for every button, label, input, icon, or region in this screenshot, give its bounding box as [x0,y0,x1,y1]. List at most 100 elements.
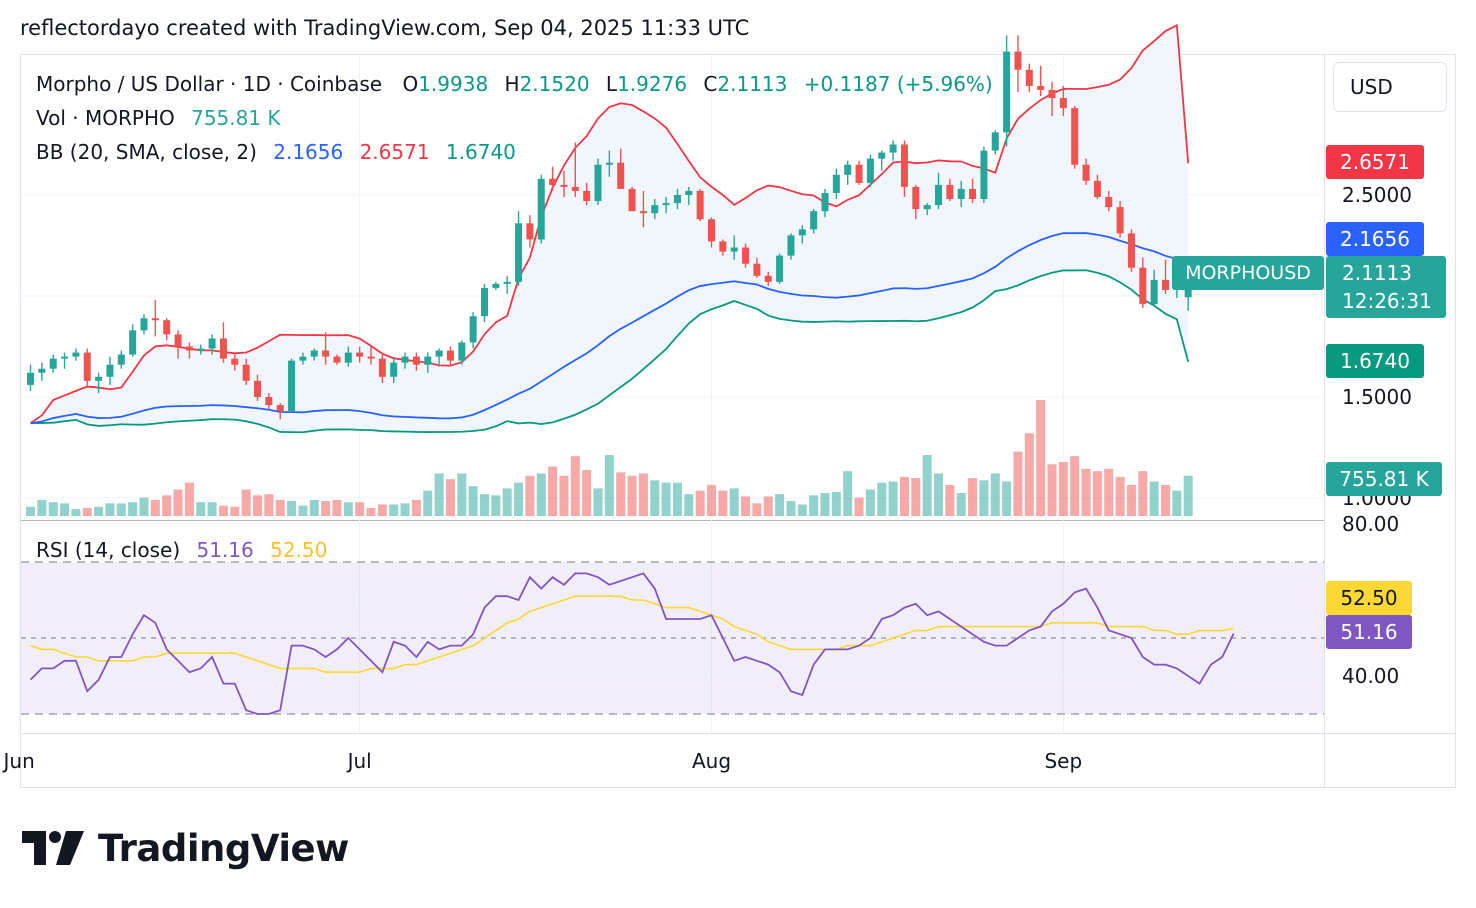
candle [742,243,750,268]
candle-body [322,350,330,357]
candle-body [231,358,239,365]
candle-body [957,188,965,200]
candle [117,350,125,369]
legend-symbol: Morpho / US Dollar · 1D · Coinbase [36,72,383,96]
bb-basis-price-text: 2.1656 [1340,227,1410,251]
legend-close: 2.1113 [717,72,788,96]
symbol-tag: MORPHOUSD [1172,256,1324,290]
candle [798,225,806,244]
candle-body [367,356,375,359]
candle-body [469,316,477,343]
candle-body [1116,207,1124,234]
candle [367,346,375,365]
volume-bar [604,455,614,516]
candle [27,364,34,391]
volume-bar [514,482,524,516]
volume-bar [1058,461,1068,516]
candle-body [197,348,205,351]
candle [1071,106,1079,169]
legend-vol-value: 755.81 K [191,106,281,130]
candle-body [923,205,931,210]
chart-header: reflectordayo created with TradingView.c… [20,16,750,40]
candle [900,140,908,198]
volume-bar [945,484,955,516]
candle [617,148,625,189]
candle [49,354,57,373]
candle [980,146,988,204]
candle-body [1025,69,1033,86]
candle [628,186,636,212]
candle [344,346,352,367]
candle [1116,201,1124,238]
volume-bar [1183,475,1193,516]
candle [1003,35,1011,147]
volume-bar [1070,456,1080,516]
candle-body [356,352,364,357]
candle [526,215,534,248]
legend-open: 1.9938 [418,72,489,96]
volume-bar [820,493,830,516]
volume-price-label: 755.81 K [1326,462,1442,496]
volume-bar [684,494,694,516]
candle-body [810,211,818,230]
candle-body [832,174,840,193]
candle [821,188,829,218]
volume-bar [502,488,512,516]
volume-bar [218,505,228,516]
volume-bar [559,475,569,516]
candle [764,271,772,286]
candle [61,352,69,369]
candle [776,253,784,284]
volume-bar [355,502,365,516]
currency-button[interactable]: USD [1333,62,1447,112]
candle-body [492,283,500,288]
candle [446,346,454,367]
candle [639,190,647,228]
volume-bar [287,501,297,516]
candle-body [708,219,715,242]
candle-body [855,164,863,183]
candle [72,348,80,361]
legend-bb-lower: 1.6740 [445,140,516,164]
volume-bar [1115,476,1125,516]
candle [946,178,954,202]
volume-bar [718,490,728,516]
candle [787,233,795,260]
volume-bar [638,473,648,516]
candle-body [1127,233,1135,268]
chart-frame[interactable] [20,54,1456,788]
candle [605,150,613,177]
candle [412,352,420,371]
price-axis-tick: 1.5000 [1342,385,1412,409]
candle-body [605,162,613,165]
candle-body [549,178,557,185]
volume-bar [1161,484,1170,516]
candle [889,140,897,161]
volume-bar [253,495,262,516]
volume-bar [877,482,887,516]
legend-rsi: RSI (14, close) 51.16 52.50 [36,538,327,562]
volume-bar [1036,399,1046,516]
rsi-line [29,572,1235,715]
candle-body [481,287,488,317]
bb-upper-price-text: 2.6571 [1340,150,1410,174]
candle [106,356,114,385]
price-axis-tick: 2.5000 [1342,183,1412,207]
volume-bar [150,499,160,516]
candle [1082,158,1090,185]
candle-body [537,178,545,240]
volume-bar [82,507,92,516]
candle [503,275,511,294]
time-axis-tick: Jun [2,749,35,773]
candle [356,346,364,363]
volume-bar [116,503,126,516]
candle [1139,257,1147,309]
rsi-price-text: 51.16 [1340,620,1398,644]
legend-c-label: C [703,72,718,96]
candle [1150,269,1158,307]
bb-upper-price-label: 2.6571 [1326,145,1424,179]
rsi-ma-price-text: 52.50 [1340,586,1398,610]
legend-volume: Vol · MORPHO 755.81 K [36,106,281,130]
legend-rsi-ma: 52.50 [270,538,328,562]
